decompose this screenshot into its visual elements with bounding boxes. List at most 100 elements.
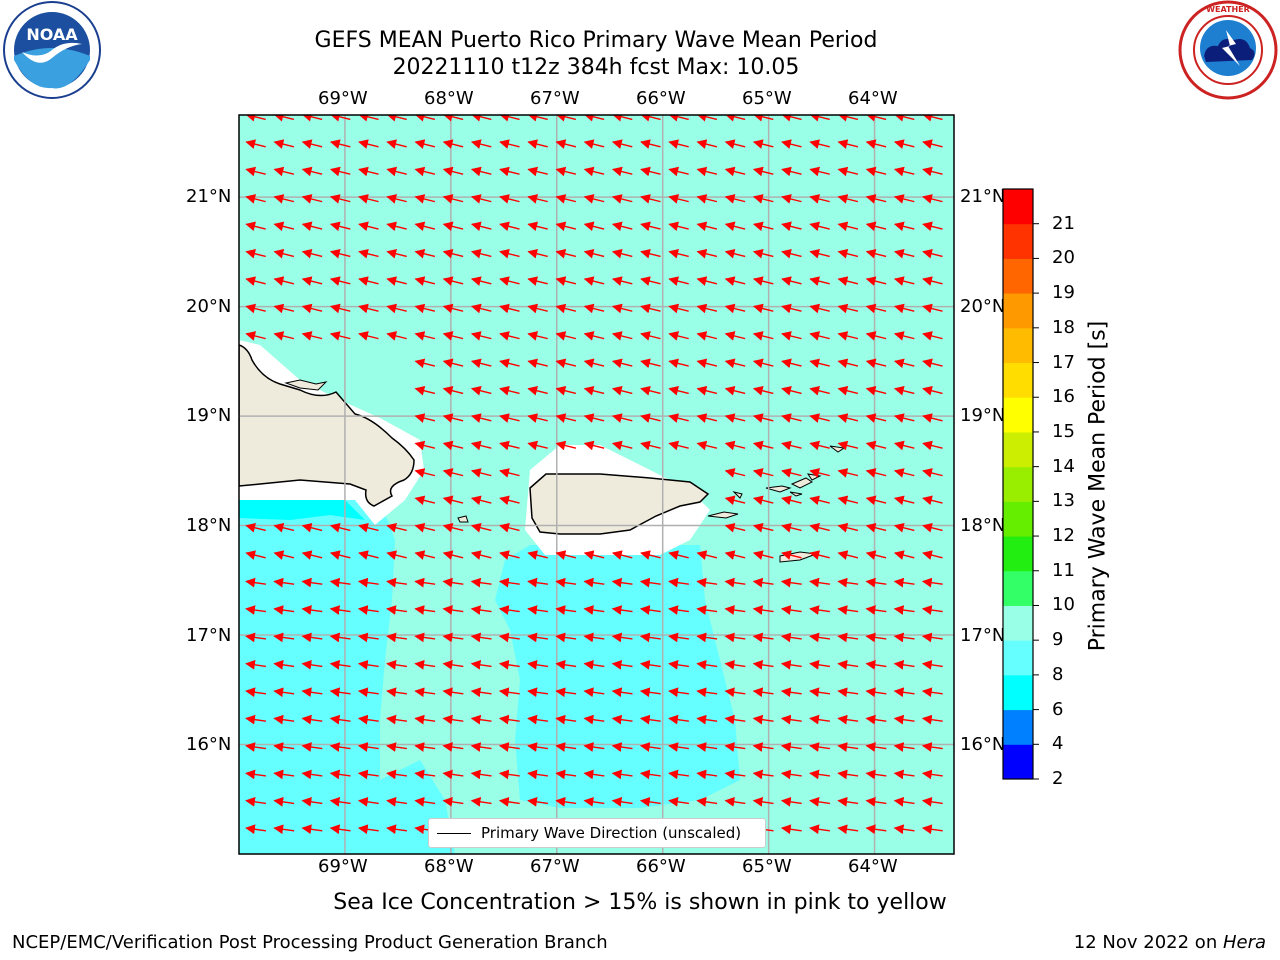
wave-direction-arrow [245, 824, 267, 835]
wave-direction-arrow [470, 577, 492, 588]
wave-direction-arrow [358, 522, 379, 533]
wave-direction-arrow [357, 769, 379, 780]
wave-direction-arrow [809, 221, 830, 232]
wave-direction-arrow [301, 824, 323, 835]
colorbar-tick-label: 15 [1052, 420, 1075, 442]
wave-direction-arrow [781, 248, 802, 259]
wave-direction-arrow [752, 605, 774, 615]
wave-direction-arrow [668, 605, 690, 615]
wave-direction-arrow [442, 796, 464, 807]
wave-direction-arrow [809, 769, 831, 780]
wave-direction-arrow [301, 221, 323, 232]
wave-direction-arrow [639, 659, 661, 670]
lon-label-top: 65°W [742, 88, 792, 109]
wave-direction-arrow [301, 577, 323, 588]
wave-direction-arrow [922, 166, 943, 177]
wave-direction-arrow [893, 495, 915, 506]
wave-direction-arrow [442, 358, 464, 369]
wave-direction-arrow [724, 385, 746, 396]
wave-direction-arrow [640, 358, 661, 369]
wave-direction-arrow [358, 331, 379, 341]
wave-direction-arrow [357, 605, 379, 615]
wave-direction-arrow [498, 605, 520, 615]
wave-direction-arrow [809, 194, 830, 204]
wave-direction-arrow [245, 331, 266, 341]
wave-direction-arrow [640, 139, 661, 149]
wave-direction-arrow [555, 687, 577, 698]
wave-direction-arrow [865, 742, 887, 752]
wave-direction-arrow [893, 139, 915, 149]
wave-direction-arrow [527, 221, 548, 232]
lon-label-top: 67°W [530, 88, 580, 109]
wave-direction-arrow [809, 577, 831, 588]
wave-direction-arrow [781, 166, 802, 177]
wave-direction-arrow [329, 331, 351, 341]
wave-direction-arrow [527, 659, 549, 670]
wave-direction-arrow [809, 550, 830, 560]
wave-direction-arrow [555, 358, 577, 369]
wave-direction-arrow [639, 605, 661, 615]
wave-direction-arrow [837, 742, 859, 752]
lat-label-left: 20°N [186, 296, 232, 317]
wave-direction-arrow [921, 605, 943, 615]
wave-direction-arrow [781, 303, 802, 314]
wave-direction-arrow [329, 522, 351, 533]
wave-direction-arrow [893, 714, 915, 725]
wave-direction-arrow [921, 742, 943, 752]
wave-direction-arrow [668, 659, 690, 670]
wave-direction-arrow [301, 714, 323, 725]
wave-direction-arrow [724, 550, 746, 560]
wave-direction-arrow [865, 248, 887, 259]
wave-direction-arrow [865, 194, 887, 204]
wave-direction-arrow [922, 522, 943, 533]
wave-direction-arrow [752, 632, 774, 643]
wave-direction-arrow [414, 303, 436, 314]
wave-direction-arrow [470, 468, 492, 478]
wave-direction-arrow [414, 385, 436, 396]
wave-direction-arrow [301, 687, 323, 698]
wave-direction-arrow [752, 468, 774, 478]
lon-label-top: 66°W [636, 88, 686, 109]
wave-direction-arrow [611, 769, 633, 780]
wave-direction-arrow [611, 276, 633, 286]
wave-direction-arrow [922, 139, 943, 149]
wave-direction-arrow [640, 166, 661, 177]
colorbar-tick-label: 12 [1052, 525, 1075, 547]
wave-direction-arrow [837, 331, 859, 341]
land-vieques [707, 511, 739, 519]
wave-direction-arrow [414, 139, 436, 149]
wave-direction-arrow [922, 303, 943, 314]
wave-direction-arrow [527, 413, 548, 423]
wave-direction-arrow [837, 276, 859, 286]
wave-direction-arrow [922, 248, 943, 259]
wave-direction-arrow [696, 166, 718, 177]
wave-direction-arrow [499, 166, 520, 177]
wave-direction-arrow [555, 166, 577, 177]
wave-direction-arrow [329, 194, 351, 204]
wave-direction-arrow [922, 194, 943, 204]
wave-direction-arrow [583, 194, 605, 204]
wave-direction-arrow [724, 742, 746, 752]
wave-direction-arrow [752, 276, 774, 286]
wave-direction-arrow [696, 303, 718, 314]
wave-direction-arrow [470, 659, 492, 670]
wave-direction-arrow [414, 495, 436, 506]
lat-label-left: 18°N [186, 515, 232, 536]
wave-direction-arrow [245, 522, 266, 533]
wave-direction-arrow [696, 550, 718, 560]
wave-direction-arrow [893, 194, 915, 204]
wave-direction-arrow [499, 139, 520, 149]
wave-direction-arrow [555, 742, 577, 752]
wave-direction-arrow [696, 714, 718, 725]
wave-direction-arrow [386, 303, 407, 314]
lat-label-right: 20°N [960, 296, 1006, 317]
wave-direction-arrow [499, 358, 520, 369]
wave-direction-arrow [865, 769, 887, 780]
wave-direction-arrow [781, 331, 802, 341]
wave-direction-arrow [527, 632, 549, 643]
wave-direction-arrow [245, 550, 266, 560]
wave-direction-arrow [696, 139, 718, 149]
wave-direction-arrow [358, 221, 379, 232]
wave-direction-arrow [696, 221, 718, 232]
